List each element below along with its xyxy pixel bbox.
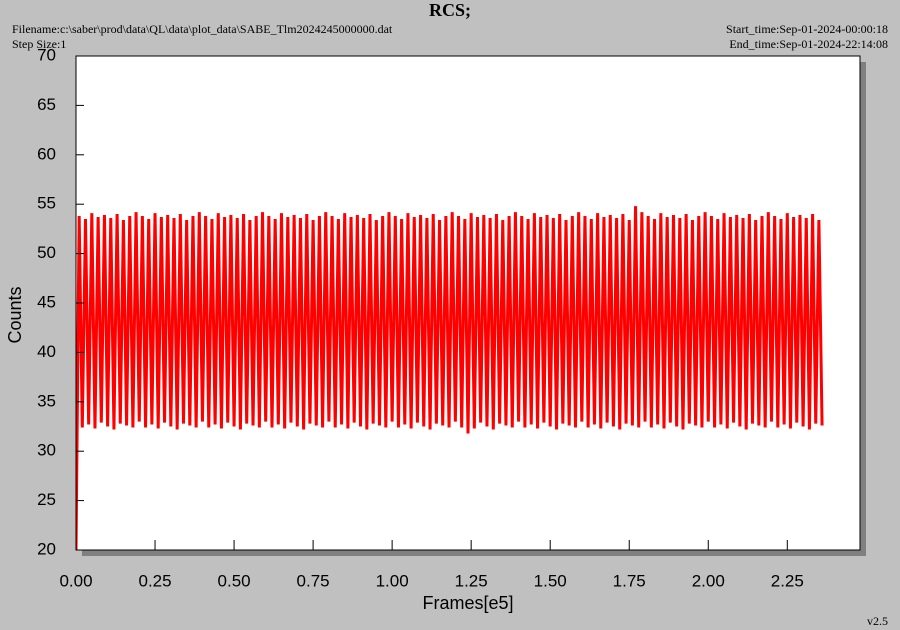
start-time: Start_time:Sep-01-2024-00:00:18 xyxy=(726,22,888,36)
chart-title: RCS; xyxy=(429,0,471,20)
step-size: Step Size:1 xyxy=(12,37,66,51)
version: v2.5 xyxy=(867,614,888,628)
y-axis-label: Counts xyxy=(5,286,25,343)
y-tick-label: 20 xyxy=(37,539,56,558)
y-tick-label: 55 xyxy=(37,194,56,213)
x-axis-label: Frames[e5] xyxy=(422,593,513,613)
data-line xyxy=(76,206,824,550)
x-tick-label: 2.25 xyxy=(771,571,804,590)
plot-frame xyxy=(75,55,861,551)
y-tick-label: 65 xyxy=(37,95,56,114)
x-tick-label: 1.25 xyxy=(455,571,488,590)
x-tick-label: 2.00 xyxy=(692,571,725,590)
y-tick-label: 70 xyxy=(37,45,56,64)
y-tick-label: 25 xyxy=(37,490,56,509)
y-tick-label: 50 xyxy=(37,243,56,262)
x-tick-label: 1.75 xyxy=(613,571,646,590)
y-tick-label: 35 xyxy=(37,391,56,410)
end-time: End_time:Sep-01-2024-22:14:08 xyxy=(729,37,888,51)
x-tick-label: 0.50 xyxy=(218,571,251,590)
x-tick-label: 1.50 xyxy=(534,571,567,590)
y-tick-label: 40 xyxy=(37,342,56,361)
y-tick-label: 45 xyxy=(37,292,56,311)
filename: Filename:c:\saber\prod\data\QL\data\plot… xyxy=(12,22,393,36)
x-tick-label: 0.25 xyxy=(138,571,171,590)
y-tick-label: 30 xyxy=(37,441,56,460)
y-tick-label: 60 xyxy=(37,144,56,163)
x-tick-label: 1.00 xyxy=(376,571,409,590)
x-tick-label: 0.00 xyxy=(59,571,92,590)
x-tick-label: 0.75 xyxy=(297,571,330,590)
